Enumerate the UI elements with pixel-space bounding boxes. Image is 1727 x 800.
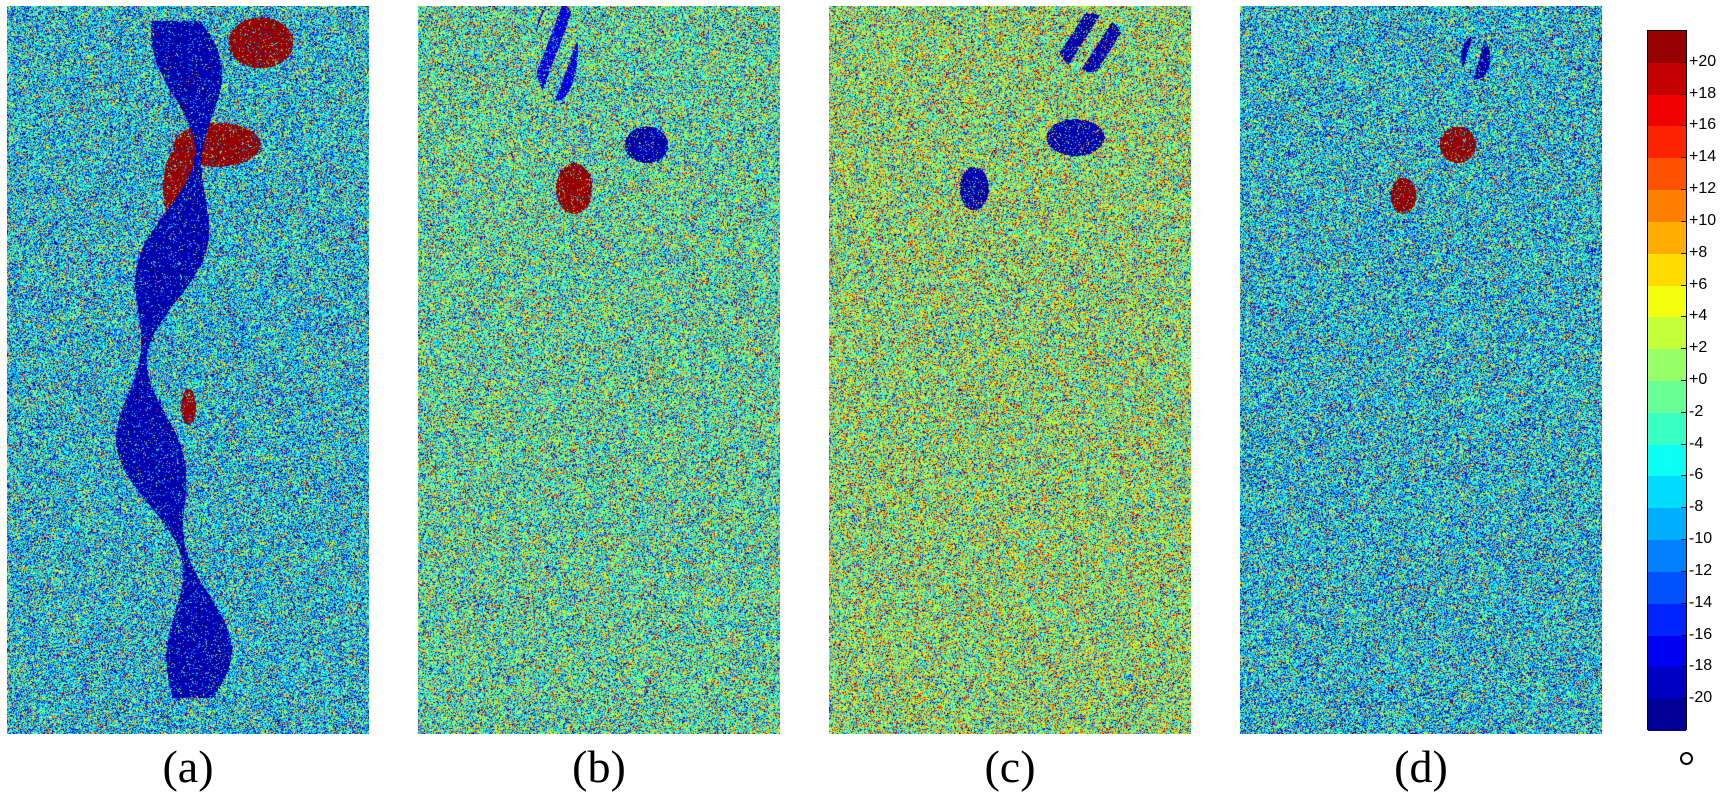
colorbar-tick-mark: [1681, 443, 1687, 445]
colorbar-tick-mark: [1681, 666, 1687, 668]
colorbar-segment: [1648, 94, 1686, 127]
colorbar-tick-mark: [1681, 475, 1687, 477]
colorbar-tick-label: +4: [1689, 307, 1708, 325]
heatmap-canvas-c: [829, 6, 1191, 734]
colorbar-segment: [1648, 508, 1686, 541]
heatmap-panel-b: [418, 6, 780, 734]
colorbar-tick-mark: [1681, 316, 1687, 318]
colorbar-tick-label: +20: [1689, 52, 1717, 70]
colorbar-tick-label: -16: [1689, 625, 1713, 643]
colorbar-tick-mark: [1681, 411, 1687, 413]
colorbar-tick-mark: [1681, 284, 1687, 286]
colorbar-tick-mark: [1681, 61, 1687, 63]
colorbar-tick-mark: [1681, 189, 1687, 191]
heatmap-panel-c: [829, 6, 1191, 734]
colorbar-tick-label: -12: [1689, 561, 1713, 579]
heatmap-panel-a: [7, 6, 369, 734]
colorbar-segment: [1648, 699, 1686, 732]
colorbar-tick-mark: [1681, 157, 1687, 159]
colorbar-segment: [1648, 635, 1686, 668]
colorbar-tick-mark: [1681, 698, 1687, 700]
heatmap-canvas-d: [1240, 6, 1602, 734]
colorbar-tick-label: +0: [1689, 371, 1708, 388]
colorbar-tick-label: +6: [1689, 275, 1708, 293]
colorbar-segment: [1648, 476, 1686, 509]
panel-label-d: (d): [1394, 741, 1448, 792]
colorbar-segment: [1648, 603, 1686, 637]
panel-label-b: (b): [572, 741, 626, 792]
heatmap-panel-d: [1240, 6, 1602, 734]
colorbar-tick-label: -14: [1689, 593, 1713, 611]
colorbar-segment: [1648, 317, 1686, 350]
colorbar-tick-label: +18: [1689, 84, 1717, 102]
colorbar-segment: [1648, 667, 1686, 700]
colorbar-segment: [1648, 253, 1686, 287]
colorbar-tick-mark: [1681, 348, 1687, 350]
colorbar-segment: [1648, 190, 1686, 223]
colorbar-tick-mark: [1681, 252, 1687, 254]
colorbar-tick-label: +16: [1689, 116, 1717, 134]
colorbar-tick-mark: [1681, 220, 1687, 222]
colorbar-tick-mark: [1681, 125, 1687, 127]
panel-label-a: (a): [162, 741, 214, 792]
degree-unit-icon: [1680, 752, 1693, 765]
colorbar-segment: [1648, 221, 1686, 255]
colorbar-tick-label: +2: [1689, 339, 1708, 357]
colorbar-tick-label: +12: [1689, 180, 1717, 198]
colorbar-tick-label: -4: [1689, 434, 1704, 452]
colorbar-tick-mark: [1681, 602, 1687, 604]
colorbar-segment: [1648, 381, 1686, 414]
colorbar-tick-label: +10: [1689, 211, 1717, 229]
heatmap-canvas-a: [7, 6, 369, 734]
colorbar-tick-label: -2: [1689, 402, 1704, 420]
panel-label-c: (c): [984, 741, 1036, 792]
colorbar-segment: [1648, 540, 1686, 573]
colorbar-tick-mark: [1681, 380, 1687, 381]
colorbar: [1647, 30, 1687, 732]
colorbar-segment: [1648, 285, 1686, 318]
colorbar-tick-label: +8: [1689, 243, 1708, 261]
colorbar-tick-mark: [1681, 507, 1687, 509]
colorbar-tick-label: +14: [1689, 148, 1717, 166]
colorbar-segment: [1648, 158, 1686, 191]
colorbar-segment: [1648, 412, 1686, 446]
colorbar-tick-mark: [1681, 634, 1687, 636]
colorbar-tick-label: -8: [1689, 498, 1704, 516]
colorbar-tick-label: -18: [1689, 657, 1713, 675]
colorbar-segment: [1648, 349, 1686, 382]
colorbar-tick-label: -10: [1689, 530, 1713, 548]
colorbar-segment: [1648, 571, 1686, 605]
colorbar-tick-mark: [1681, 570, 1687, 572]
colorbar-tick-mark: [1681, 93, 1687, 95]
colorbar-tick-label: -6: [1689, 466, 1704, 484]
colorbar-segment: [1648, 126, 1686, 159]
colorbar-tick-label: -20: [1689, 689, 1713, 707]
colorbar-segment: [1648, 444, 1686, 477]
colorbar-segment: [1648, 31, 1686, 64]
colorbar-segment: [1648, 62, 1686, 96]
colorbar-tick-mark: [1681, 539, 1687, 541]
heatmap-canvas-b: [418, 6, 780, 734]
